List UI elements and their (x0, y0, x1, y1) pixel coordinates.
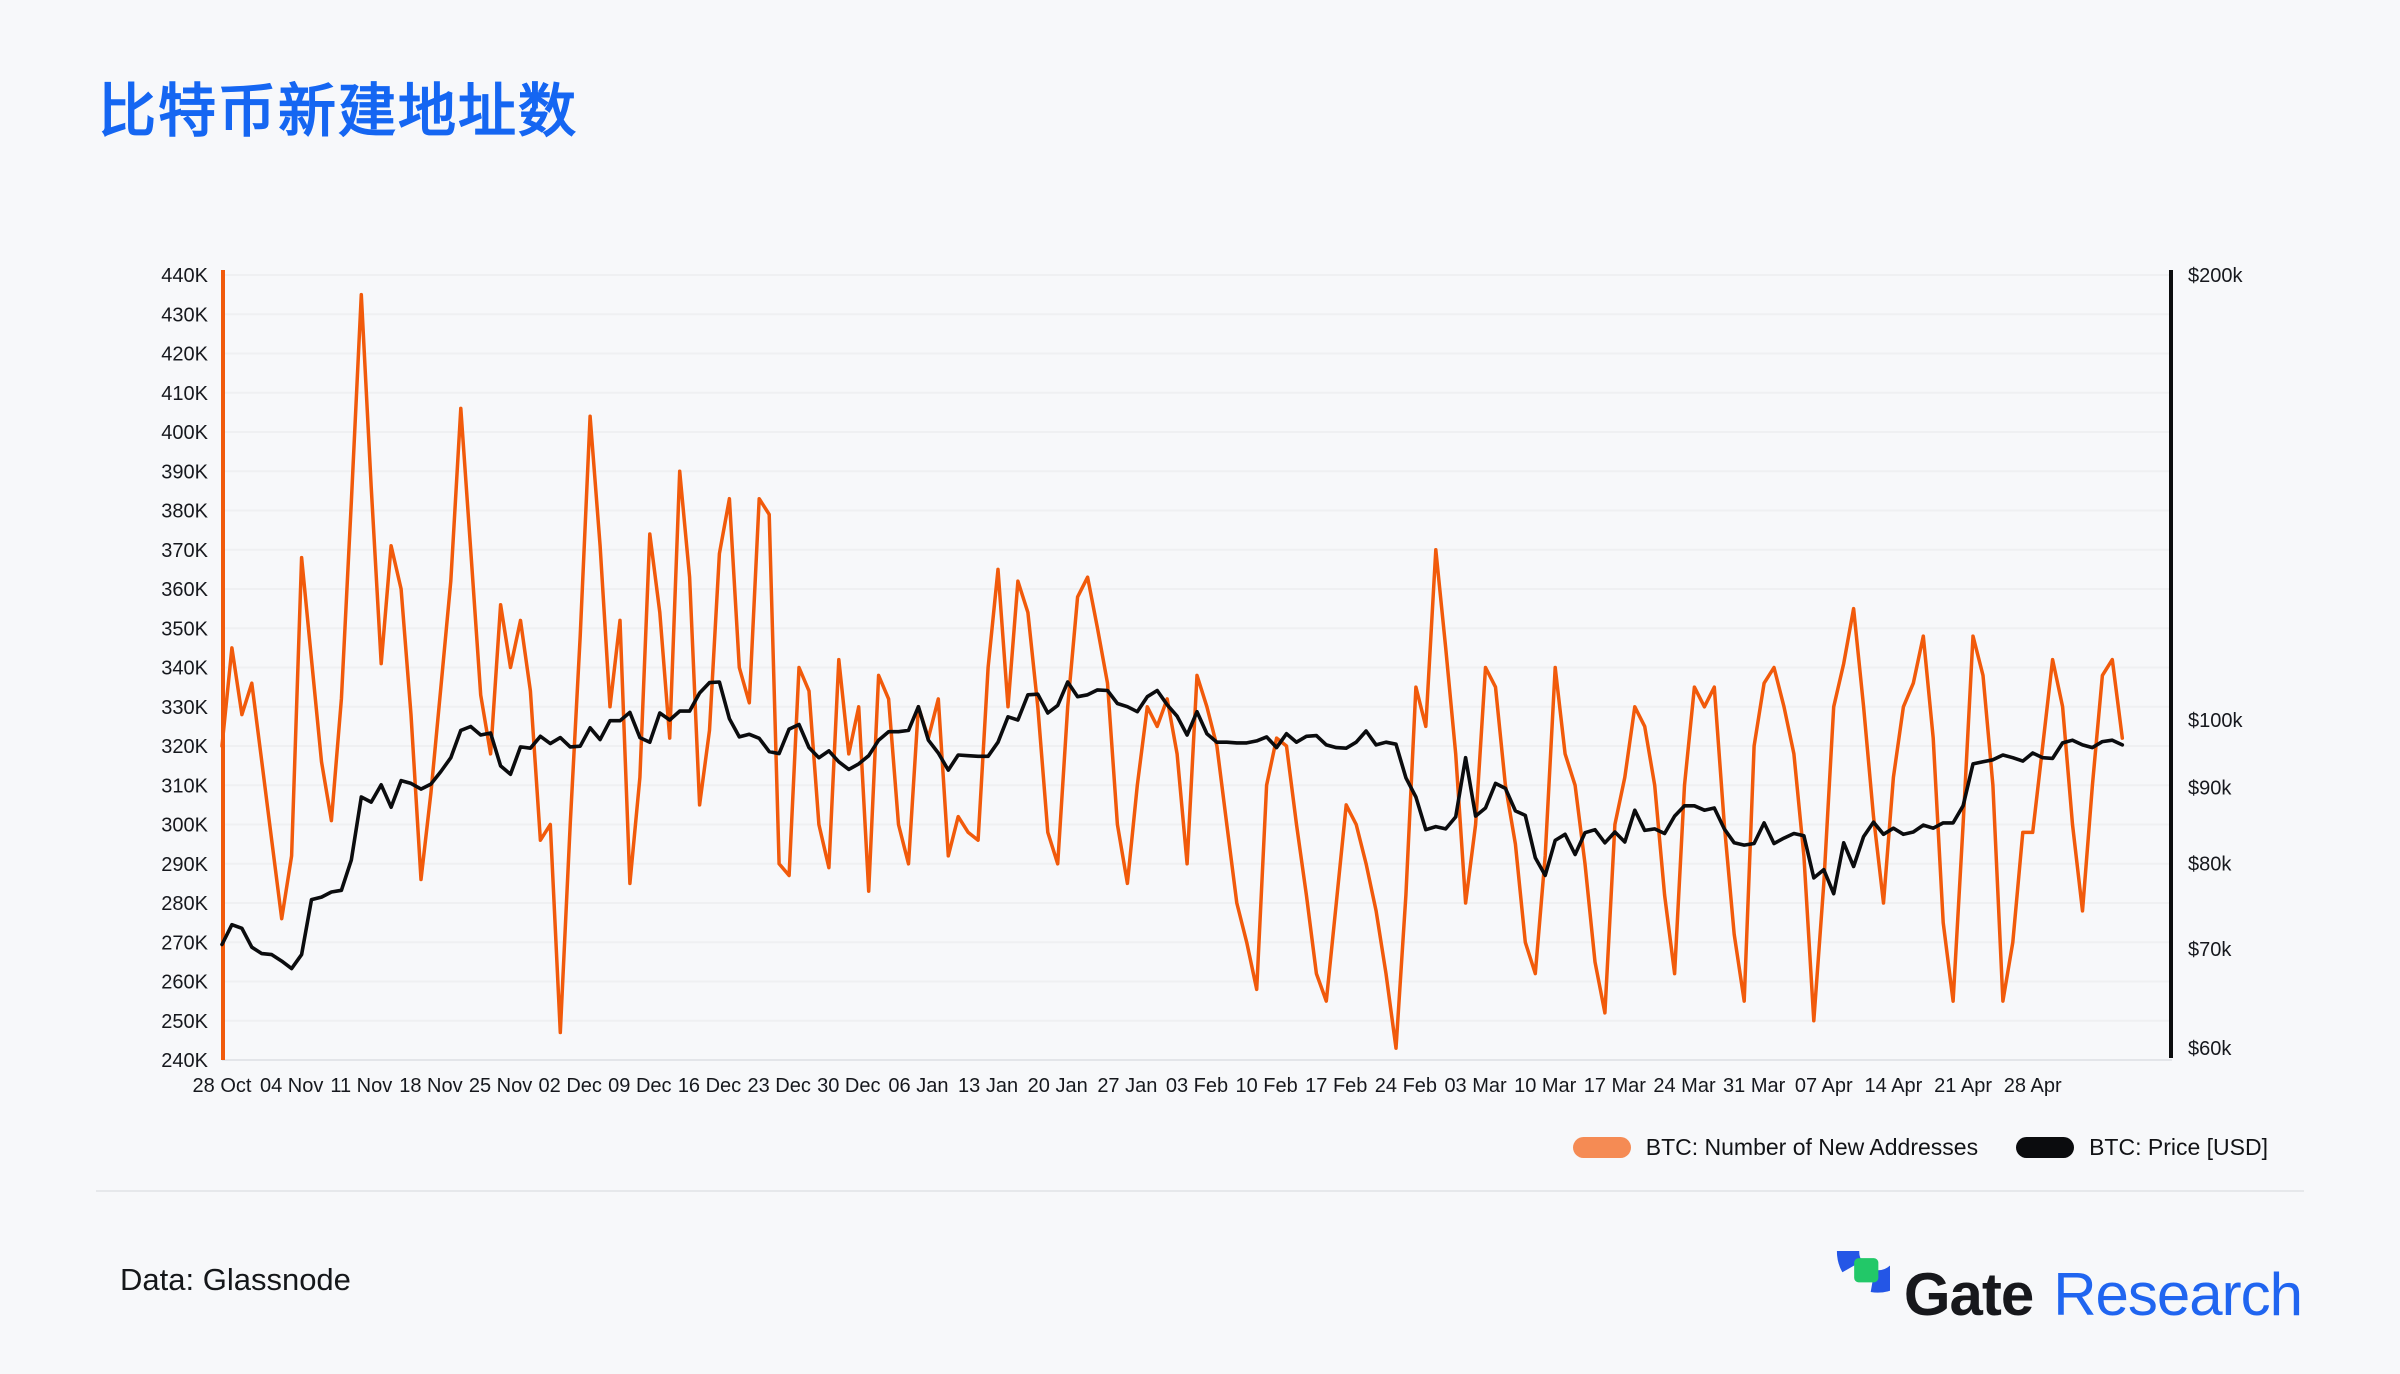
addresses-line (220, 292, 2125, 1050)
left-axis-label: 360K (161, 579, 208, 601)
addresses-legend-swatch-icon (1572, 1137, 1631, 1158)
right-axis-label: $70k (2188, 939, 2232, 961)
x-axis-label: 06 Jan (888, 1075, 948, 1097)
x-axis-label: 25 Nov (469, 1075, 532, 1097)
price-line (220, 680, 2125, 971)
legend-label-price: BTC: Price [USD] (2089, 1134, 2268, 1160)
left-axis-label: 270K (161, 932, 208, 954)
chart-legend: BTC: Number of New Addresses BTC: Price … (1572, 1134, 2268, 1161)
brand-research-text: Research (2053, 1260, 2303, 1328)
x-axis-label: 24 Mar (1653, 1075, 1716, 1097)
left-axis-label: 410K (161, 383, 208, 405)
x-axis-label: 21 Apr (1934, 1075, 1992, 1097)
price-legend-swatch-icon (2016, 1137, 2075, 1158)
left-axis-label: 350K (161, 618, 208, 640)
x-axis-label: 10 Feb (1236, 1075, 1298, 1097)
left-axis-label: 310K (161, 775, 208, 797)
left-axis-label: 300K (161, 815, 208, 837)
x-axis-label: 31 Mar (1723, 1075, 1786, 1097)
brand-gate-text: Gate (1903, 1260, 2034, 1328)
gate-logo-icon (1836, 1251, 1890, 1293)
left-axis-label: 440K (161, 265, 208, 287)
x-axis-label: 04 Nov (260, 1075, 323, 1097)
x-axis-label: 07 Apr (1795, 1075, 1853, 1097)
x-axis-label: 14 Apr (1865, 1075, 1923, 1097)
x-axis-label: 03 Feb (1166, 1075, 1228, 1097)
right-axis-label: $100k (2188, 710, 2243, 732)
x-axis-label: 30 Dec (817, 1075, 880, 1097)
left-axis-label: 430K (161, 304, 208, 326)
brand-logo: Gate Research (1804, 1250, 2303, 1338)
x-axis-label: 11 Nov (330, 1075, 392, 1097)
legend-label-addresses: BTC: Number of New Addresses (1645, 1134, 1979, 1160)
x-axis-label: 02 Dec (539, 1075, 602, 1097)
chart-area: 440K 430K 420K 410K 400K 390K 380K 370K 360K 350K… (161, 265, 2243, 1097)
left-axis-label: 240K (161, 1050, 208, 1072)
left-axis-label: 250K (161, 1011, 208, 1033)
left-axis-label: 260K (161, 972, 208, 994)
x-axis-label: 17 Mar (1584, 1075, 1647, 1097)
right-axis-label: $90k (2188, 778, 2232, 800)
left-axis-label: 280K (161, 893, 208, 915)
right-axis-label: $80k (2188, 853, 2232, 875)
left-axis-label: 340K (161, 658, 208, 680)
left-axis-label: 370K (161, 540, 208, 562)
right-axis-label: $200k (2188, 265, 2243, 287)
legend-item-price: BTC: Price [USD] (2016, 1134, 2268, 1161)
page-title: 比特币新建地址数 (98, 79, 579, 144)
x-axis-label: 16 Dec (678, 1075, 741, 1097)
x-axis-label: 18 Nov (399, 1075, 462, 1097)
line-chart: 440K 430K 420K 410K 400K 390K 380K 370K 360K 350K… (161, 265, 2243, 1097)
x-axis-label: 23 Dec (747, 1075, 810, 1097)
x-axis-label: 28 Apr (2004, 1075, 2062, 1097)
x-axis-label: 20 Jan (1028, 1075, 1088, 1097)
legend-item-addresses: BTC: Number of New Addresses (1572, 1134, 1979, 1161)
x-axis-label: 13 Jan (958, 1075, 1018, 1097)
left-axis-label: 380K (161, 501, 208, 523)
x-axis-label: 10 Mar (1514, 1075, 1577, 1097)
x-axis-label: 09 Dec (608, 1075, 671, 1097)
left-axis-label: 390K (161, 461, 208, 483)
left-axis-label: 290K (161, 854, 208, 876)
footer-divider (96, 1190, 2304, 1192)
x-axis-label: 24 Feb (1375, 1075, 1437, 1097)
left-axis-label: 320K (161, 736, 208, 758)
x-axis-label: 27 Jan (1097, 1075, 1157, 1097)
left-axis-label: 400K (161, 422, 208, 444)
x-axis-label: 17 Feb (1305, 1075, 1367, 1097)
x-axis-label: 28 Oct (193, 1075, 252, 1097)
left-axis-label: 330K (161, 697, 208, 719)
x-axis-label: 03 Mar (1444, 1075, 1507, 1097)
data-source-label: Data: Glassnode (120, 1262, 351, 1297)
right-axis-label: $60k (2188, 1038, 2232, 1060)
left-axis-label: 420K (161, 344, 208, 366)
